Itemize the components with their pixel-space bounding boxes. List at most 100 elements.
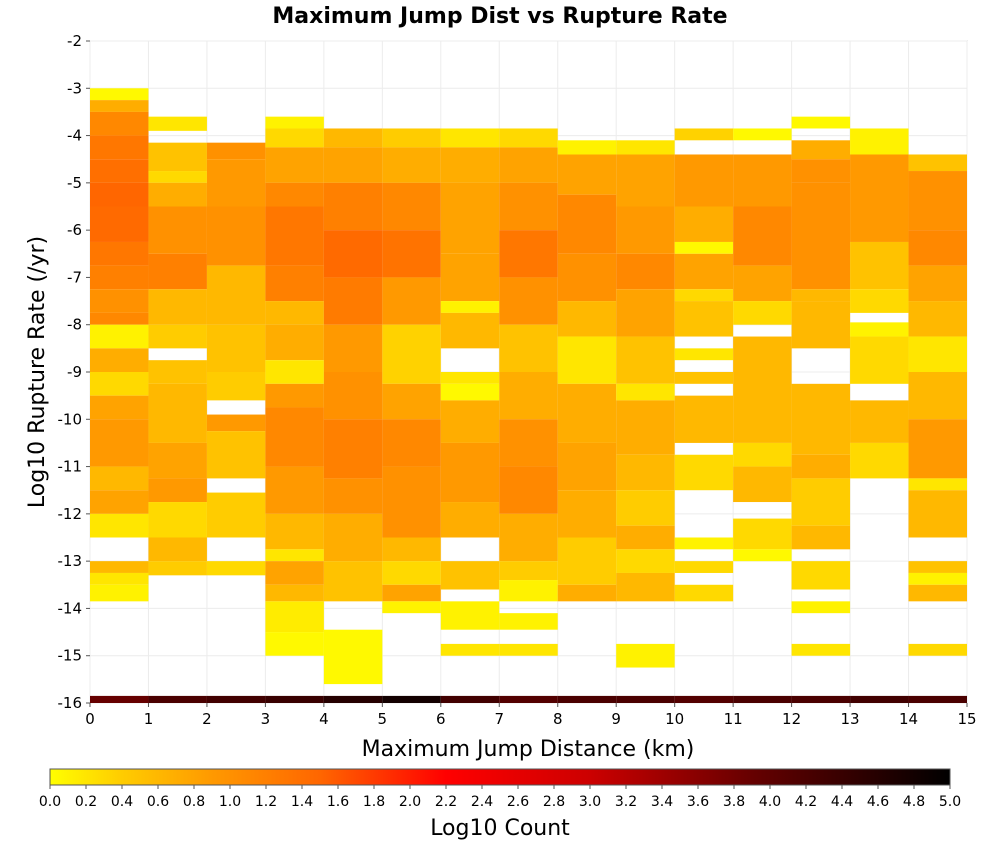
heatmap-cell [557,140,617,155]
heatmap-cell [850,241,909,290]
heatmap-cell [850,336,909,384]
heatmap-cell [148,116,207,131]
heatmap-cell [440,561,500,590]
colorbar-tick-label: 1.0 [219,794,241,810]
heatmap-cell [616,454,675,491]
y-tick-label: -4 [67,127,82,145]
marginal-cell [90,695,149,703]
heatmap-cell [557,154,617,195]
heatmap-cell [148,289,207,325]
heatmap-cell [616,253,675,290]
heatmap-cell [90,206,149,242]
heatmap-cell [148,171,207,183]
heatmap-cell [265,301,324,325]
heatmap-cell [499,372,558,420]
heatmap-cell [90,182,149,207]
y-tick-label: -13 [58,552,83,570]
heatmap-cell [382,324,441,384]
heatmap-cell [499,580,558,602]
x-axis-label: Maximum Jump Distance (km) [362,737,695,762]
heatmap-cell [90,572,149,585]
heatmap-cell [791,454,851,479]
heatmap-cell [616,549,675,573]
heatmap-cell [616,140,675,155]
heatmap-cell [90,159,149,183]
heatmap-cell [265,632,324,656]
heatmap-cell [557,442,617,491]
y-axis-label: Log10 Rupture Rate (/yr) [25,236,50,508]
heatmap-cell [791,182,851,290]
heatmap-cell [791,159,851,183]
x-tick-label: 6 [436,710,446,728]
heatmap-cell [908,478,967,491]
y-tick-label: -2 [67,32,82,50]
heatmap-cell [90,111,149,136]
heatmap-cell [499,643,558,656]
heatmap-cell [90,372,149,396]
heatmap-cell [148,182,207,207]
marginal-cell [382,695,441,703]
heatmap-cell [90,419,149,467]
heatmap-cell [265,147,324,183]
y-tick-label: -16 [58,694,83,712]
heatmap-cell [206,431,266,479]
heatmap-cell [908,490,967,538]
heatmap-cell [382,182,441,231]
heatmap-cell [499,419,558,467]
heatmap-cell [90,88,149,101]
heatmap-cell [499,230,558,278]
heatmap-cell [323,513,383,562]
heatmap-cell [850,400,909,443]
heatmap-cell [733,336,792,372]
heatmap-cell [440,182,500,254]
marginal-cell [616,695,675,703]
heatmap-cell [908,230,967,266]
marginal-cell [148,695,207,703]
heatmap-cell [674,395,734,443]
heatmap-cell [265,601,324,633]
heatmap-cell [382,419,441,467]
heatmap-cell [148,253,207,290]
heatmap-cell [90,324,149,349]
marginal-cell [791,695,851,703]
x-tick-label: 12 [782,710,801,728]
heatmap-cell [499,182,558,231]
heatmap-cell [908,419,967,479]
heatmap-cell [733,466,792,503]
heatmap-cell [674,241,734,254]
heatmap-cell [382,537,441,562]
heatmap-cell [616,289,675,337]
y-tick-label: -9 [67,363,82,381]
x-tick-label: 15 [957,710,976,728]
heatmap-cell [206,142,266,160]
heatmap-cell [90,265,149,290]
x-tick-label: 11 [724,710,743,728]
colorbar-tick-label: 2.6 [507,794,529,810]
heatmap-cell [733,549,792,562]
heatmap-cell [850,322,909,337]
heatmap-cell [733,372,792,443]
heatmap-cell [206,324,266,372]
colorbar-tick-label: 3.6 [687,794,709,810]
heatmap-cell [557,194,617,254]
heatmap-cell [90,289,149,313]
heatmap-cell [148,478,207,503]
heatmap-cell [908,301,967,337]
heatmap-cell [908,572,967,585]
heatmap-cell [382,128,441,148]
heatmap-cell [323,419,383,479]
colorbar-tick-label: 1.4 [291,794,313,810]
heatmap-cell [908,643,967,656]
marginal-cell [206,695,266,703]
heatmap-cell [499,561,558,581]
heatmap-cell [382,584,441,602]
marginal-cell [557,695,617,703]
heatmap-cell [148,383,207,443]
heatmap-cell [148,502,207,538]
heatmap-cell [616,572,675,602]
heatmap-cell [674,154,734,207]
heatmap-cell [382,466,441,538]
chart-title: Maximum Jump Dist vs Rupture Rate [272,4,727,29]
heatmap-cell [850,128,909,155]
